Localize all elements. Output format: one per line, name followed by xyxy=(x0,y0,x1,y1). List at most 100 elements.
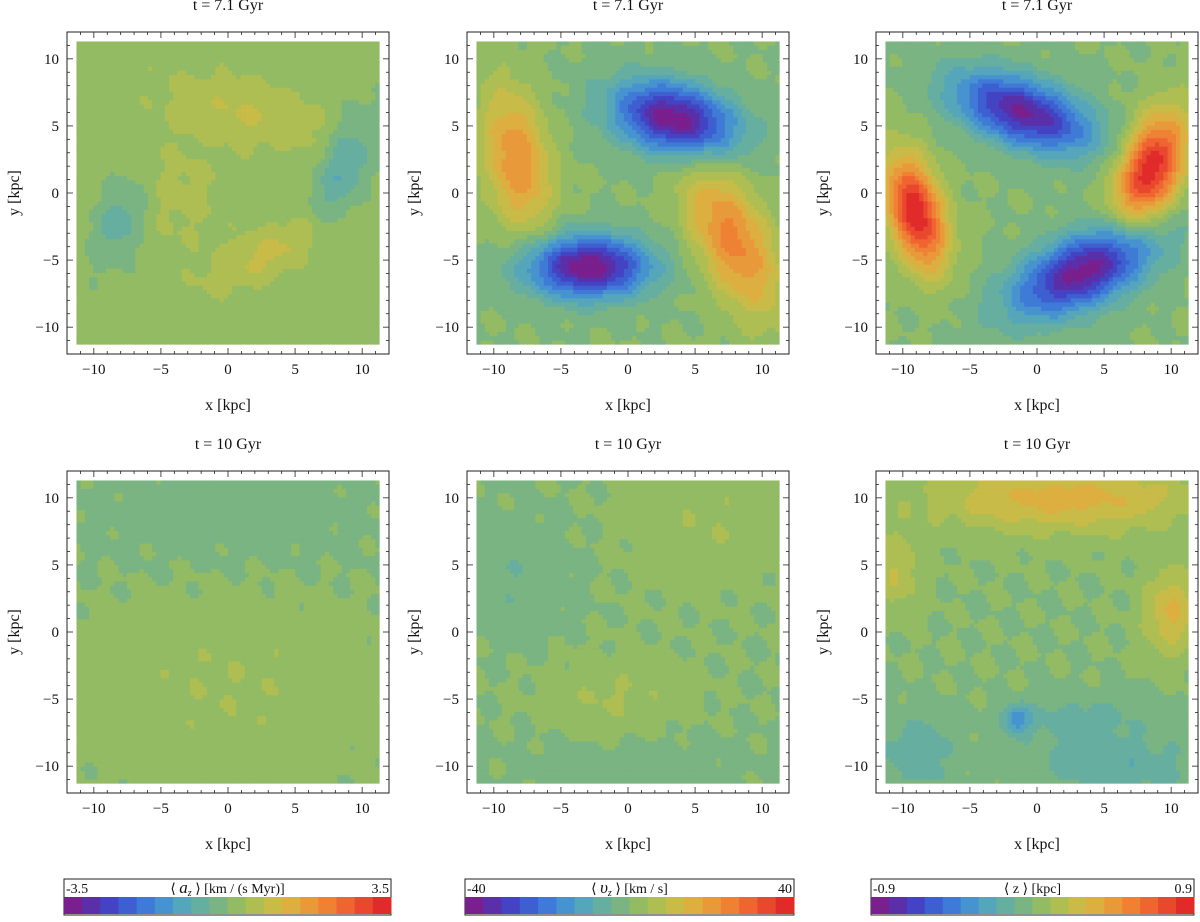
heatmap-cell xyxy=(354,96,360,101)
heatmap-cell xyxy=(139,260,145,266)
heatmap-cell xyxy=(181,142,187,148)
heatmap-cell xyxy=(114,146,120,152)
heatmap-cell xyxy=(131,134,136,139)
heatmap-cell xyxy=(291,79,296,85)
heatmap-cell xyxy=(274,256,280,261)
heatmap-cell xyxy=(164,201,170,207)
heatmap-cell xyxy=(76,235,82,240)
heatmap-cell xyxy=(160,134,166,139)
heatmap-cell xyxy=(156,150,162,156)
heatmap-cell xyxy=(185,205,191,211)
heatmap-cell xyxy=(143,226,149,232)
heatmap-cell xyxy=(105,79,111,85)
heatmap-cell xyxy=(190,251,195,257)
heatmap-cell xyxy=(215,273,221,278)
heatmap-cell xyxy=(312,159,318,165)
heatmap-cell xyxy=(89,327,94,333)
heatmap-cell xyxy=(236,87,242,93)
heatmap-cell xyxy=(320,159,326,165)
heatmap-cell xyxy=(160,117,166,123)
heatmap-cell xyxy=(80,70,86,76)
heatmap-cell xyxy=(337,298,343,304)
heatmap-cell xyxy=(152,273,158,278)
heatmap-cell xyxy=(350,281,355,287)
heatmap-cell xyxy=(206,62,212,68)
heatmap-cell xyxy=(308,121,313,127)
heatmap-cell xyxy=(286,327,292,333)
heatmap-cell xyxy=(308,96,313,101)
heatmap-cell xyxy=(274,230,280,236)
heatmap-cell xyxy=(261,150,267,156)
heatmap-cell xyxy=(160,289,166,295)
heatmap-cell xyxy=(282,142,288,148)
heatmap-cell xyxy=(185,306,191,312)
heatmap-cell xyxy=(80,289,86,295)
heatmap-cell xyxy=(206,129,212,135)
heatmap-cell xyxy=(236,226,242,232)
heatmap-cell xyxy=(358,298,364,304)
heatmap-cell xyxy=(93,243,99,249)
heatmap-cell xyxy=(358,273,364,278)
heatmap-cell xyxy=(194,256,200,261)
heatmap-cell xyxy=(295,117,301,123)
heatmap-cell xyxy=(185,256,191,261)
heatmap-cell xyxy=(295,75,301,80)
heatmap-cell xyxy=(253,96,259,101)
heatmap-cell xyxy=(329,306,334,312)
heatmap-cell xyxy=(147,108,153,114)
heatmap-cell xyxy=(110,340,115,345)
heatmap-cell xyxy=(97,268,103,274)
heatmap-cell xyxy=(156,226,162,232)
heatmap-cell xyxy=(147,49,153,55)
heatmap-cell xyxy=(308,49,313,55)
heatmap-cell xyxy=(181,138,187,144)
heatmap-cell xyxy=(97,150,103,156)
heatmap-cell xyxy=(84,302,90,308)
heatmap-cell xyxy=(84,54,90,59)
heatmap-cell xyxy=(202,251,208,257)
heatmap-cell xyxy=(299,214,305,219)
heatmap-cell xyxy=(345,285,351,291)
heatmap-cell xyxy=(97,251,103,257)
heatmap-cell xyxy=(240,87,246,93)
heatmap-cell xyxy=(126,129,132,135)
heatmap-cell xyxy=(118,243,124,249)
heatmap-cell xyxy=(76,256,82,261)
heatmap-cell xyxy=(249,214,254,219)
heatmap-cell xyxy=(118,54,124,59)
heatmap-cell xyxy=(320,54,326,59)
heatmap-cell xyxy=(97,209,103,215)
heatmap-cell xyxy=(84,96,90,101)
heatmap-cell xyxy=(324,222,330,228)
heatmap-cell xyxy=(169,197,174,203)
heatmap-cell xyxy=(240,319,246,325)
heatmap-cell xyxy=(194,180,200,186)
heatmap-cell xyxy=(249,243,254,249)
heatmap-cell xyxy=(126,247,132,253)
heatmap-cell xyxy=(270,247,275,253)
heatmap-cell xyxy=(135,129,141,135)
heatmap-cell xyxy=(261,281,267,287)
heatmap-cell xyxy=(291,285,296,291)
heatmap-cell xyxy=(101,327,107,333)
heatmap-cell xyxy=(194,134,200,139)
heatmap-cell xyxy=(198,327,204,333)
heatmap-cell xyxy=(274,171,280,177)
heatmap-cell xyxy=(152,327,158,333)
heatmap-cell xyxy=(232,70,238,76)
heatmap-cell xyxy=(198,66,204,72)
heatmap-cell xyxy=(131,331,136,337)
heatmap-cell xyxy=(122,197,128,203)
heatmap-cell xyxy=(173,66,179,72)
heatmap-cell xyxy=(223,298,229,304)
heatmap-cell xyxy=(350,264,355,270)
heatmap-cell xyxy=(105,54,111,59)
heatmap-cell xyxy=(135,302,141,308)
heatmap-cell xyxy=(354,129,360,135)
heatmap-cell xyxy=(362,49,368,55)
heatmap-cell xyxy=(114,226,120,232)
heatmap-cell xyxy=(286,188,292,194)
heatmap-cell xyxy=(244,180,250,186)
heatmap-cell xyxy=(362,163,368,169)
heatmap-cell xyxy=(219,66,225,72)
